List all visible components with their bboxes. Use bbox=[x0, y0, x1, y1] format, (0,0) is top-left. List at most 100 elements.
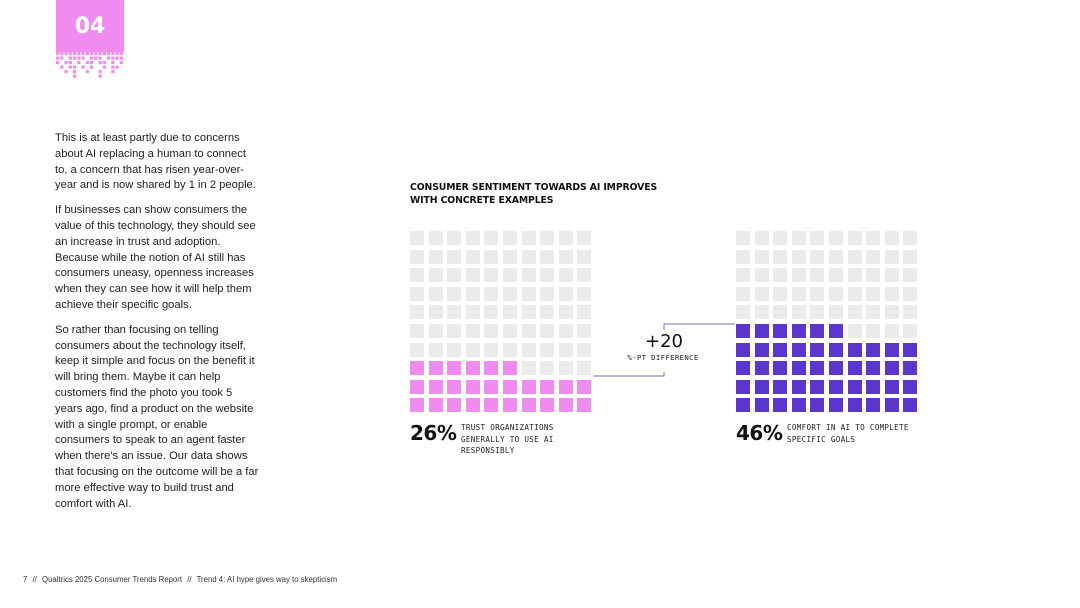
waffle-cell-empty bbox=[521, 342, 536, 357]
badge-pixel bbox=[64, 52, 68, 56]
waffle-cell-empty bbox=[577, 324, 592, 338]
footer-trend-name: Trend 4: AI hype gives way to skepticism bbox=[196, 575, 338, 584]
waffle-cell-filled bbox=[866, 398, 881, 413]
waffle-cell-filled bbox=[484, 398, 499, 413]
footer-report-name: Qualtrics 2025 Consumer Trends Report bbox=[42, 575, 183, 584]
badge-pixel bbox=[90, 65, 94, 69]
waffle-cell-empty bbox=[503, 324, 517, 338]
waffle-cell-filled bbox=[736, 324, 750, 338]
badge-pixel bbox=[102, 61, 106, 65]
waffle-cell-filled bbox=[503, 398, 517, 413]
waffle-cell-empty bbox=[484, 231, 499, 245]
badge-pixel bbox=[85, 70, 89, 74]
waffle-cell-empty bbox=[540, 361, 555, 376]
waffle-cell-filled bbox=[829, 379, 843, 394]
paragraph-3: So rather than focusing on telling consu… bbox=[55, 323, 259, 510]
waffle-grid-comfort bbox=[736, 231, 918, 413]
badge-pixel bbox=[68, 65, 72, 69]
waffle-cell-filled bbox=[791, 379, 806, 394]
badge-pixel bbox=[77, 61, 81, 65]
waffle-cell-empty bbox=[884, 268, 899, 283]
waffle-cell-empty bbox=[484, 324, 499, 338]
waffle-cell-filled bbox=[791, 342, 806, 357]
waffle-cell-empty bbox=[410, 268, 424, 283]
chart-title: CONSUMER SENTIMENT TOWARDS AI IMPROVES W… bbox=[410, 182, 658, 206]
footer: 7 // Qualtrics 2025 Consumer Trends Repo… bbox=[23, 575, 340, 584]
waffle-cell-filled bbox=[736, 361, 750, 376]
waffle-cell-empty bbox=[558, 305, 573, 320]
waffle-cell-empty bbox=[540, 249, 555, 264]
waffle-cell-empty bbox=[810, 268, 825, 283]
waffle-cell-empty bbox=[754, 268, 769, 283]
waffle-cell-empty bbox=[791, 231, 806, 245]
waffle-cell-filled bbox=[540, 379, 555, 394]
waffle-cell-empty bbox=[884, 305, 899, 320]
waffle-cell-empty bbox=[829, 305, 843, 320]
waffle-cell-filled bbox=[521, 379, 536, 394]
badge-pixel bbox=[107, 56, 111, 60]
waffle-cell-empty bbox=[903, 324, 918, 338]
waffle-cell-empty bbox=[503, 286, 517, 301]
badge-pixel bbox=[73, 65, 77, 69]
badge-pixel bbox=[85, 61, 89, 65]
waffle-cell-empty bbox=[847, 268, 862, 283]
badge-pixel bbox=[56, 56, 60, 60]
waffle-cell-empty bbox=[447, 268, 462, 283]
waffle-cell-empty bbox=[521, 268, 536, 283]
waffle-cell-filled bbox=[754, 379, 769, 394]
waffle-cell-filled bbox=[447, 361, 462, 376]
waffle-cell-filled bbox=[410, 361, 424, 376]
waffle-cell-empty bbox=[810, 231, 825, 245]
difference-value: +20 bbox=[645, 331, 683, 352]
waffle-cell-empty bbox=[577, 231, 592, 245]
waffle-cell-filled bbox=[903, 361, 918, 376]
waffle-cell-filled bbox=[847, 342, 862, 357]
waffle-cell-empty bbox=[447, 342, 462, 357]
waffle-cell-empty bbox=[410, 286, 424, 301]
waffle-cell-empty bbox=[521, 231, 536, 245]
badge-pixel bbox=[90, 52, 94, 56]
waffle-cell-empty bbox=[736, 249, 750, 264]
waffle-cell-empty bbox=[521, 305, 536, 320]
badge-pixel bbox=[111, 70, 115, 74]
badge-pixel bbox=[111, 52, 115, 56]
waffle-cell-empty bbox=[484, 286, 499, 301]
waffle-cell-empty bbox=[773, 249, 788, 264]
waffle-cell-empty bbox=[773, 231, 788, 245]
badge-pixel bbox=[115, 56, 119, 60]
waffle-cell-empty bbox=[428, 231, 443, 245]
waffle-cell-empty bbox=[754, 231, 769, 245]
waffle-cell-empty bbox=[791, 305, 806, 320]
waffle-cell-empty bbox=[773, 268, 788, 283]
footer-separator-2: // bbox=[187, 575, 192, 584]
waffle-cell-empty bbox=[428, 342, 443, 357]
waffle-cell-empty bbox=[884, 324, 899, 338]
paragraph-1: This is at least partly due to concerns … bbox=[55, 132, 256, 192]
waffle-cell-filled bbox=[773, 379, 788, 394]
waffle-cell-empty bbox=[558, 286, 573, 301]
waffle-cell-empty bbox=[465, 342, 480, 357]
waffle-cell-empty bbox=[866, 324, 881, 338]
waffle-cell-filled bbox=[810, 324, 825, 338]
waffle-cell-empty bbox=[465, 286, 480, 301]
waffle-cell-empty bbox=[447, 249, 462, 264]
waffle-cell-empty bbox=[465, 231, 480, 245]
badge-pixel bbox=[60, 52, 64, 56]
waffle-cell-empty bbox=[521, 361, 536, 376]
waffle-cell-empty bbox=[521, 324, 536, 338]
waffle-cell-filled bbox=[736, 379, 750, 394]
section-number: 04 bbox=[74, 13, 106, 39]
waffle-cell-empty bbox=[847, 324, 862, 338]
waffle-cell-empty bbox=[428, 305, 443, 320]
waffle-cell-empty bbox=[521, 286, 536, 301]
waffle-cell-filled bbox=[884, 398, 899, 413]
waffle-cell-filled bbox=[847, 361, 862, 376]
waffle-cell-filled bbox=[829, 398, 843, 413]
badge-pixel bbox=[73, 56, 77, 60]
waffle-cell-empty bbox=[773, 305, 788, 320]
badge-pixel bbox=[94, 56, 98, 60]
waffle-cell-empty bbox=[577, 249, 592, 264]
waffle-cell-filled bbox=[503, 379, 517, 394]
waffle-cell-empty bbox=[503, 305, 517, 320]
